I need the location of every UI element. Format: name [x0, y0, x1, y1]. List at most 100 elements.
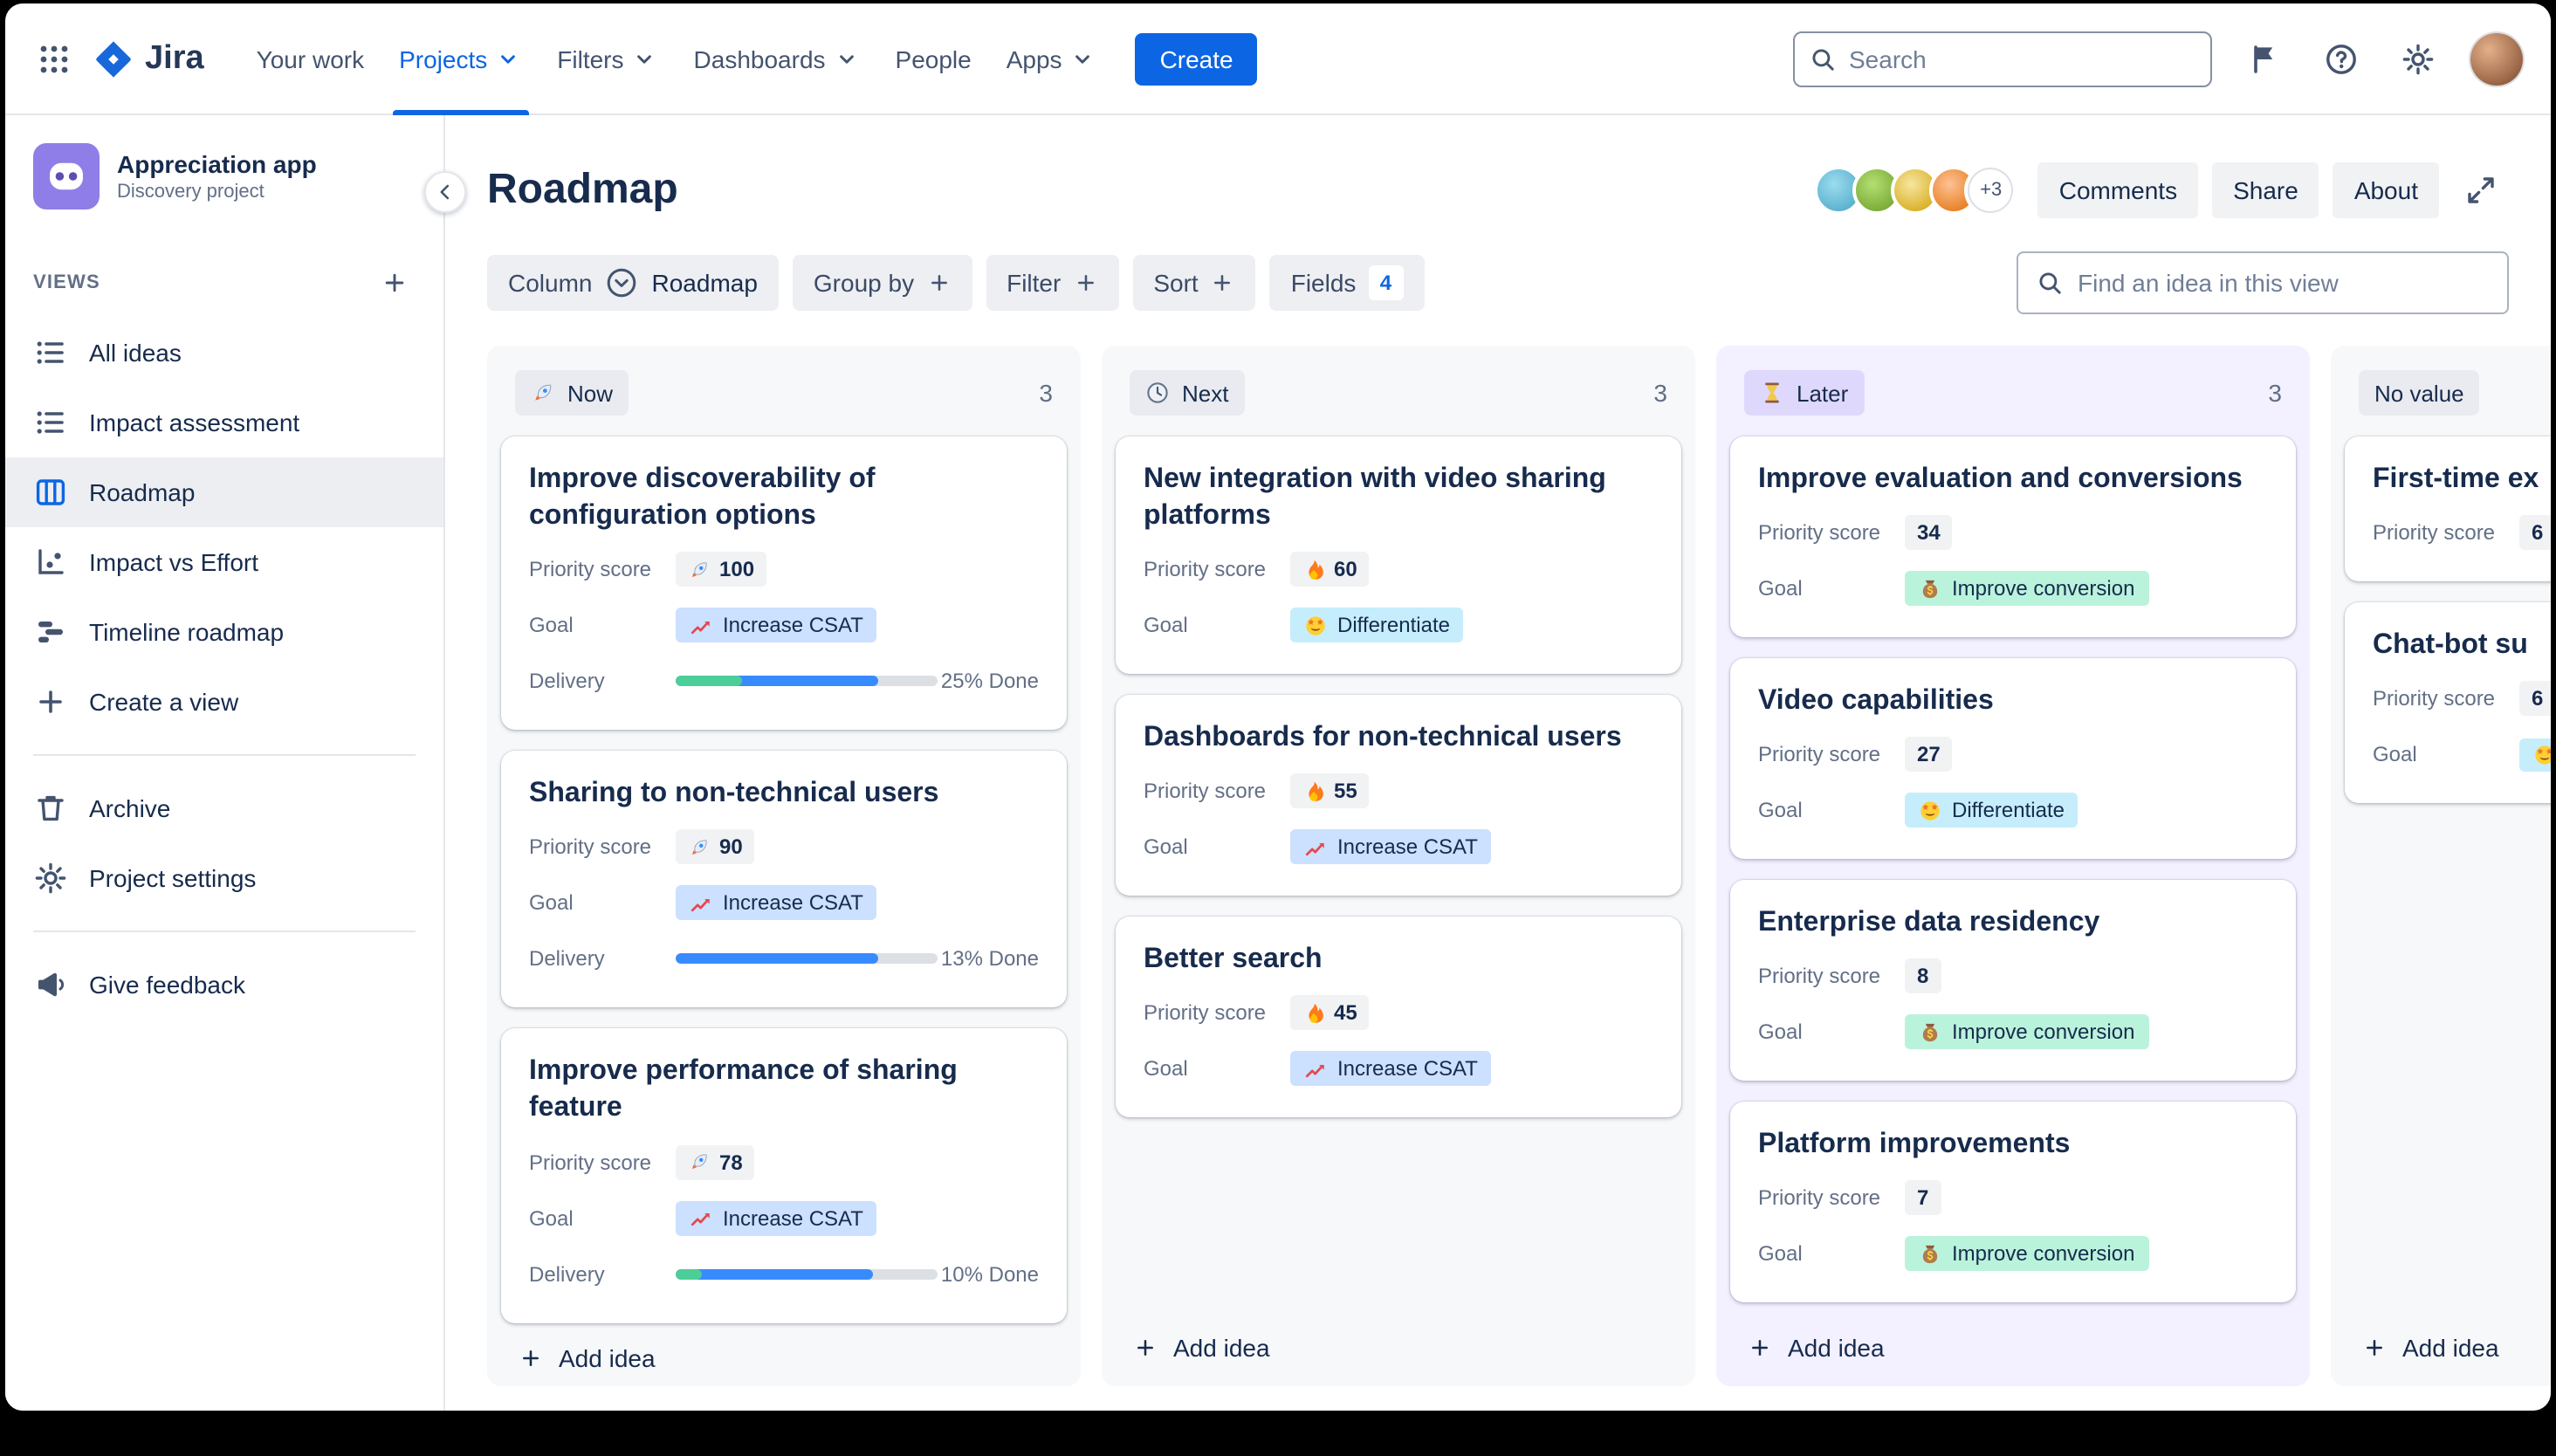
group-by-button[interactable]: Group by: [792, 255, 972, 311]
fields-button[interactable]: Fields 4: [1269, 255, 1425, 311]
chevron-down-icon: [494, 45, 522, 72]
nav-apps[interactable]: Apps: [989, 3, 1115, 114]
chevron-circle-icon: [605, 265, 640, 300]
priority-score-value: 55: [1334, 779, 1357, 804]
list-icon: [33, 335, 68, 370]
project-avatar: [33, 143, 100, 209]
idea-card[interactable]: Platform improvements Priority score 7 G…: [1730, 1102, 2296, 1303]
priority-field: Priority score 6: [2373, 512, 2551, 553]
gear-icon: [33, 861, 68, 896]
idea-card[interactable]: Improve performance of sharing feature P…: [501, 1028, 1067, 1323]
field-label: Priority score: [529, 557, 652, 582]
delivery-percent-label: 25% Done: [940, 669, 1039, 694]
idea-card[interactable]: First-time ex Priority score 6: [2345, 436, 2551, 582]
idea-card[interactable]: Sharing to non-technical users Priority …: [501, 751, 1067, 1008]
goal-field: Goal: [2373, 733, 2551, 775]
user-avatar[interactable]: [2470, 32, 2523, 85]
idea-card[interactable]: New integration with video sharing platf…: [1116, 436, 1681, 675]
find-idea-input[interactable]: [2078, 269, 2490, 297]
field-label: Priority score: [2373, 520, 2496, 546]
global-search-input[interactable]: [1849, 45, 2196, 72]
nav-projects[interactable]: Projects: [381, 3, 539, 114]
app-switcher-button[interactable]: [26, 31, 82, 86]
delivery-progress-bar: [676, 676, 938, 687]
add-idea-button[interactable]: Add idea: [1116, 1313, 1681, 1372]
add-idea-button[interactable]: Add idea: [2345, 1313, 2551, 1372]
jira-logo[interactable]: Jira: [82, 38, 215, 79]
sidebar-collapse-button[interactable]: [424, 171, 466, 213]
plus-icon: [926, 271, 951, 295]
priority-score-badge: 45: [1290, 995, 1370, 1031]
delivery-progress-bar: [676, 953, 938, 965]
plus-icon: [33, 684, 68, 719]
sidebar-item-project-settings[interactable]: Project settings: [5, 843, 443, 913]
project-header[interactable]: Appreciation app Discovery project: [5, 143, 443, 209]
priority-field: Priority score 45: [1144, 992, 1653, 1034]
idea-card[interactable]: Improve evaluation and conversions Prior…: [1730, 436, 2296, 638]
main-content: Roadmap +3 Comments Share About: [445, 115, 2551, 1411]
money-bag-icon: [1919, 577, 1941, 600]
sidebar-item-impact-vs-effort[interactable]: Impact vs Effort: [5, 527, 443, 597]
nav-people[interactable]: People: [878, 3, 989, 114]
settings-button[interactable]: [2394, 34, 2443, 83]
chevron-down-icon: [631, 45, 659, 72]
views-label: VIEWS: [33, 272, 100, 293]
nav-filters[interactable]: Filters: [539, 3, 676, 114]
sidebar-item-roadmap[interactable]: Roadmap: [5, 457, 443, 527]
card-title: Better search: [1144, 944, 1323, 975]
sidebar-item-timeline-roadmap[interactable]: Timeline roadmap: [5, 597, 443, 667]
sidebar-item-impact-assessment[interactable]: Impact assessment: [5, 388, 443, 457]
priority-score-value: 27: [1917, 742, 1941, 767]
priority-score-badge: 6: [2519, 515, 2551, 551]
goal-label: Increase CSAT: [1337, 1056, 1478, 1082]
goal-tag: Improve conversion: [1905, 571, 2149, 607]
idea-card[interactable]: Enterprise data residency Priority score…: [1730, 880, 2296, 1082]
column-status-chip: Next: [1130, 370, 1245, 416]
add-view-button[interactable]: [374, 262, 416, 304]
priority-score-badge: 7: [1905, 1180, 1941, 1216]
roadmap-board: Now 3 Improve discoverability of configu…: [445, 339, 2551, 1411]
goal-tag: Differentiate: [1905, 793, 2078, 828]
goal-tag: Increase CSAT: [1290, 829, 1492, 865]
list-icon: [33, 405, 68, 440]
priority-field: Priority score 55: [1144, 771, 1653, 813]
jira-logo-icon: [93, 38, 134, 79]
sort-button[interactable]: Sort: [1132, 255, 1256, 311]
star-struck-icon: [1919, 799, 1941, 821]
idea-card[interactable]: Improve discoverability of configuration…: [501, 436, 1067, 731]
notifications-button[interactable]: [2240, 34, 2289, 83]
sidebar-item-all-ideas[interactable]: All ideas: [5, 318, 443, 388]
chart-increasing-icon: [690, 614, 712, 636]
nav-dashboards[interactable]: Dashboards: [677, 3, 878, 114]
rocket-icon: [688, 836, 711, 859]
field-label: Goal: [529, 613, 574, 638]
avatar-overflow-badge[interactable]: +3: [1968, 168, 2014, 213]
chevron-down-icon: [833, 45, 861, 72]
share-button[interactable]: Share: [2212, 162, 2319, 218]
find-idea-search[interactable]: [2017, 251, 2509, 314]
sidebar-item-archive[interactable]: Archive: [5, 773, 443, 843]
create-button[interactable]: Create: [1135, 32, 1258, 85]
idea-card[interactable]: Video capabilities Priority score 27 Goa…: [1730, 658, 2296, 860]
goal-label: Differentiate: [1337, 613, 1450, 638]
help-button[interactable]: [2317, 34, 2366, 83]
column-selector[interactable]: Column Roadmap: [487, 255, 779, 311]
add-idea-button[interactable]: Add idea: [1730, 1313, 2296, 1372]
idea-card[interactable]: Dashboards for non-technical users Prior…: [1116, 695, 1681, 896]
add-idea-button[interactable]: Add idea: [501, 1322, 1067, 1382]
sidebar-item-give-feedback[interactable]: Give feedback: [5, 950, 443, 1020]
sidebar-item-create-a-view[interactable]: Create a view: [5, 667, 443, 737]
priority-score-value: 6: [2532, 520, 2544, 546]
help-icon: [2324, 41, 2359, 76]
goal-tag: Improve conversion: [1905, 1236, 2149, 1272]
idea-card[interactable]: Chat-bot su Priority score 6 Goal: [2345, 602, 2551, 804]
global-search[interactable]: [1793, 31, 2212, 86]
filter-button[interactable]: Filter: [986, 255, 1119, 311]
nav-your-work[interactable]: Your work: [239, 3, 382, 114]
comments-button[interactable]: Comments: [2037, 162, 2199, 218]
fullscreen-button[interactable]: [2453, 162, 2509, 218]
field-label: Priority score: [1758, 1185, 1881, 1211]
about-button[interactable]: About: [2333, 162, 2439, 218]
idea-card[interactable]: Better search Priority score 45 Go: [1116, 917, 1681, 1118]
goal-tag: Increase CSAT: [676, 1200, 877, 1236]
